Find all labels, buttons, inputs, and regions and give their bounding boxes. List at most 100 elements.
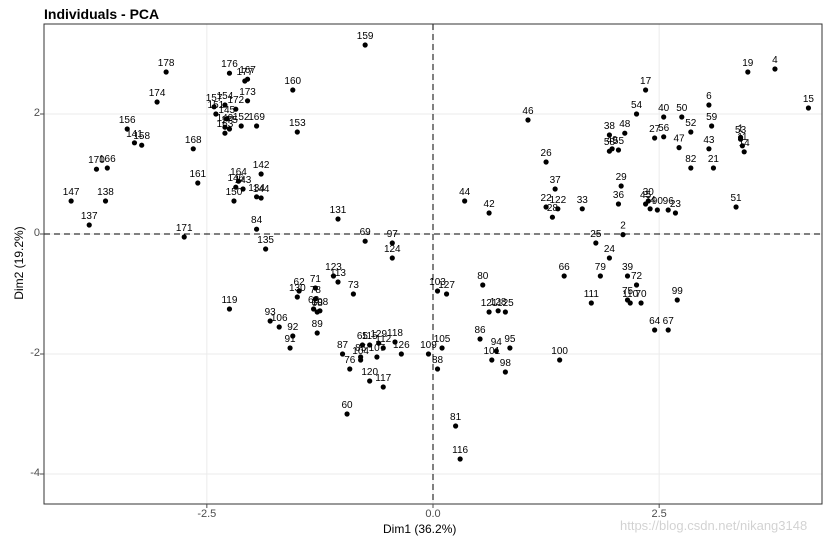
x-axis-label: Dim1 (36.2%) (383, 522, 456, 536)
point-label: 79 (595, 262, 607, 273)
point-label: 127 (438, 280, 455, 291)
point-label: 88 (432, 355, 444, 366)
point-label: 81 (450, 412, 462, 423)
point-label: 118 (387, 328, 403, 339)
point-label: 170 (88, 155, 105, 166)
point-label: 99 (672, 286, 684, 297)
point-label: 157 (206, 93, 223, 104)
point-label: 44 (459, 187, 471, 198)
point-label: 175 (221, 115, 238, 126)
point-label: 50 (676, 103, 688, 114)
point-label: 111 (584, 289, 600, 300)
point-label: 97 (387, 229, 399, 240)
point-label: 104 (352, 346, 369, 357)
point-label: 58 (604, 137, 616, 148)
point-label: 53 (735, 125, 747, 136)
point-label: 108 (312, 297, 329, 308)
point-label: 130 (289, 283, 306, 294)
point-label: 124 (384, 244, 401, 255)
point-label: 144 (253, 184, 270, 195)
point-label: 37 (550, 175, 562, 186)
point-label: 19 (742, 58, 754, 69)
point-label: 42 (484, 199, 496, 210)
point-label: 126 (393, 340, 410, 351)
point-label: 43 (703, 135, 715, 146)
point-label: 6 (706, 91, 712, 102)
point-label: 110 (622, 289, 638, 300)
point-label: 156 (119, 115, 136, 126)
point-label: 171 (176, 223, 193, 234)
point-label: 21 (708, 154, 720, 165)
point-label: 159 (357, 31, 374, 42)
point-label: 106 (271, 313, 288, 324)
point-label: 131 (330, 205, 347, 216)
point-label: 71 (310, 274, 322, 285)
chart-title: Individuals - PCA (44, 6, 159, 22)
point-label: 153 (289, 118, 306, 129)
point-label: 174 (149, 88, 166, 99)
point-label: 26 (541, 148, 553, 159)
point-label: 69 (360, 227, 372, 238)
plot-area: 1246111415171921222324252627282930333637… (0, 0, 835, 538)
point-label: 160 (284, 76, 301, 87)
y-axis-label: Dim2 (19.2%) (12, 208, 26, 318)
tick-label: 2 (16, 107, 40, 119)
point-label: 36 (613, 190, 625, 201)
point-label: 178 (158, 58, 175, 69)
point-label: 123 (325, 262, 342, 273)
point-label: 67 (663, 316, 675, 327)
point-label: 96 (663, 196, 675, 207)
point-label: 48 (619, 119, 631, 130)
point-label: 95 (504, 334, 516, 345)
point-label: 59 (706, 112, 718, 123)
point-label: 89 (312, 319, 324, 330)
point-label: 161 (189, 169, 206, 180)
point-label: 120 (361, 367, 378, 378)
point-label: 17 (640, 76, 652, 87)
point-label: 87 (337, 340, 349, 351)
point-label: 60 (341, 400, 353, 411)
point-label: 15 (803, 94, 815, 105)
tick-label: -2.5 (192, 508, 222, 520)
point-label: 109 (420, 340, 437, 351)
point-label: 92 (287, 322, 299, 333)
point-label: 128 (490, 297, 507, 308)
point-label: 101 (483, 346, 500, 357)
point-label: 168 (185, 135, 202, 146)
point-label: 169 (248, 112, 265, 123)
point-label: 86 (474, 325, 486, 336)
point-label: 72 (631, 271, 643, 282)
point-label: 54 (631, 100, 643, 111)
point-label: 173 (239, 87, 256, 98)
watermark: https://blog.csdn.net/nikang3148 (620, 518, 807, 533)
point-label: 82 (685, 154, 697, 165)
point-label: 90 (652, 196, 664, 207)
point-label: 29 (616, 172, 628, 183)
point-label: 40 (658, 103, 670, 114)
point-label: 137 (81, 211, 98, 222)
point-label: 158 (133, 131, 150, 142)
point-label: 150 (226, 187, 243, 198)
point-label: 147 (63, 187, 80, 198)
point-label: 138 (97, 187, 114, 198)
tick-label: -2 (16, 347, 40, 359)
point-label: 177 (236, 67, 253, 78)
point-label: 129 (370, 329, 387, 340)
point-label: 46 (522, 106, 534, 117)
point-label: 56 (658, 123, 670, 134)
point-label: 122 (549, 195, 566, 206)
point-label: 78 (310, 285, 322, 296)
point-label: 100 (551, 346, 568, 357)
pca-scatter-plot: Individuals - PCA 1246111415171921222324… (0, 0, 835, 538)
point-label: 64 (649, 316, 661, 327)
point-label: 51 (730, 193, 742, 204)
point-label: 142 (253, 160, 270, 171)
point-label: 98 (500, 358, 512, 369)
point-label: 52 (685, 118, 697, 129)
point-label: 4 (772, 55, 778, 66)
point-label: 25 (590, 229, 602, 240)
tick-label: 0 (16, 227, 40, 239)
point-label: 24 (604, 244, 616, 255)
point-label: 66 (559, 262, 571, 273)
tick-label: 0.0 (418, 508, 448, 520)
